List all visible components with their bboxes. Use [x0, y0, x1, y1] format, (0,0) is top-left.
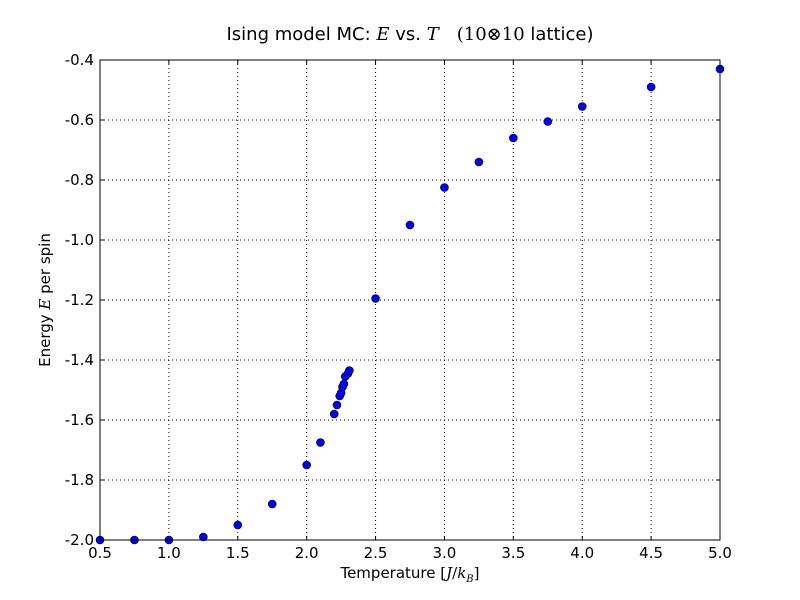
y-tick-label: -0.6 — [65, 111, 94, 129]
y-tick-label: -2.0 — [65, 531, 94, 549]
x-tick-label: 2.0 — [295, 544, 319, 562]
x-tick-label: 1.0 — [157, 544, 181, 562]
y-axis-label: Energy E per spin — [36, 233, 54, 367]
grid-lines — [100, 60, 720, 540]
y-tick-label: -0.4 — [65, 51, 94, 69]
y-tick-label: -1.8 — [65, 471, 94, 489]
data-point — [316, 438, 325, 447]
y-tick-label: -1.2 — [65, 291, 94, 309]
data-point — [440, 183, 449, 192]
x-tick-label: 1.5 — [226, 544, 250, 562]
x-tick-label: 5.0 — [708, 544, 732, 562]
data-point — [543, 117, 553, 126]
data-point — [339, 379, 349, 389]
x-tick-label: 4.0 — [570, 544, 594, 562]
x-tick-label: 4.5 — [639, 544, 663, 562]
y-tick-label: -1.6 — [65, 411, 94, 429]
y-tick-label: -1.4 — [65, 351, 94, 369]
x-tick-label: 3.5 — [501, 544, 525, 562]
data-point — [646, 82, 656, 92]
data-point — [509, 133, 518, 143]
x-tick-label: 0.5 — [88, 544, 112, 562]
data-points — [95, 64, 725, 545]
data-point — [577, 102, 587, 111]
data-point — [474, 157, 484, 167]
x-tick-label: 3.0 — [433, 544, 457, 562]
data-point — [332, 400, 342, 410]
data-point — [329, 409, 339, 419]
data-point — [233, 520, 243, 530]
data-point — [345, 366, 354, 375]
axes-frame — [99, 59, 721, 541]
tick-labels: 0.5 1.0 1.5 2.0 2.5 3.0 3.5 4.0 4.5 5.0 -2.0 -1.8 -1… — [65, 51, 732, 562]
chart-title: Ising model MC: E vs. T (10⊗10 lattice) — [226, 24, 594, 45]
data-point — [405, 220, 415, 230]
x-tick-label: 2.5 — [364, 544, 388, 562]
data-point — [199, 532, 208, 542]
data-point — [371, 294, 380, 303]
data-point — [267, 499, 277, 509]
y-tick-label: -0.8 — [65, 171, 94, 189]
x-axis-label: Temperature [J/kB] — [340, 564, 480, 585]
data-point — [302, 460, 311, 470]
y-tick-label: -1.0 — [65, 231, 94, 249]
